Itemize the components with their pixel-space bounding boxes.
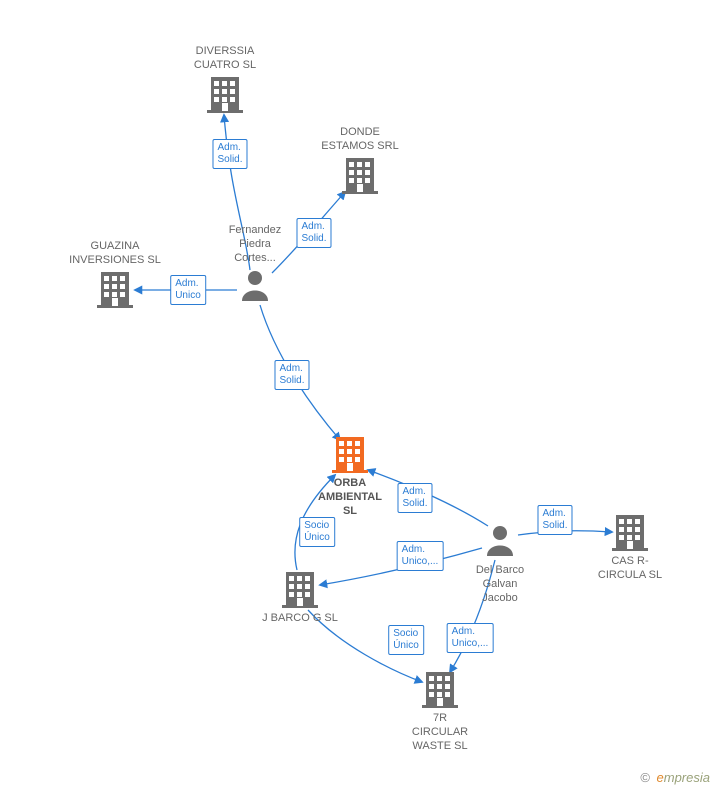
edges-group: [135, 115, 612, 682]
edge: [450, 560, 495, 672]
edge: [224, 115, 250, 270]
edge: [518, 531, 612, 535]
edge: [308, 610, 422, 682]
node-guazina[interactable]: [97, 272, 133, 308]
footer-brand-accent: e: [657, 770, 664, 785]
node-r7[interactable]: [422, 672, 458, 708]
network-canvas: [0, 0, 728, 795]
node-casr[interactable]: [612, 515, 648, 551]
edge: [320, 548, 482, 585]
nodes-group: [97, 77, 648, 708]
node-fernandez[interactable]: [242, 271, 268, 301]
edge: [368, 470, 488, 526]
footer-copyright: ©: [640, 770, 650, 785]
edge: [260, 305, 340, 440]
node-diverssia[interactable]: [207, 77, 243, 113]
footer-brand-rest: mpresia: [664, 770, 710, 785]
node-delbarco[interactable]: [487, 526, 513, 556]
node-jbarco[interactable]: [282, 572, 318, 608]
node-orba[interactable]: [332, 437, 368, 473]
node-donde[interactable]: [342, 158, 378, 194]
edge: [295, 475, 335, 570]
footer-brand: empresia: [657, 770, 710, 785]
edge: [272, 192, 345, 273]
